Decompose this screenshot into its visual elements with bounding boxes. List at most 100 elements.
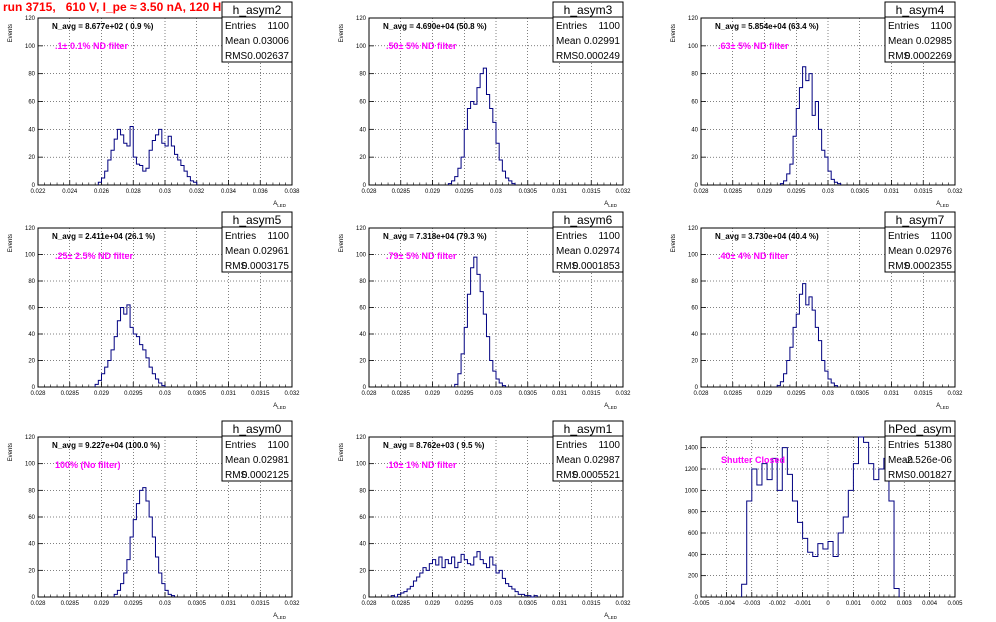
y-tick-label: 40 [28, 127, 35, 133]
histogram-series [779, 66, 842, 185]
stats-box: h_asym2 Entries 1100 Mean 0.03006 RMS 0.002637 [221, 1, 293, 63]
navg-annotation: N_avg = 7.318e+04 (79.3 %) [383, 232, 487, 241]
x-tick-label: 0.032 [615, 189, 631, 195]
y-tick-label: 20 [359, 155, 366, 161]
stats-title: h_asym1 [564, 422, 613, 436]
y-tick-label: 80 [691, 279, 698, 285]
stats-label: Mean [888, 36, 913, 47]
x-tick-label: 0.024 [62, 189, 78, 195]
x-tick-label: 0.0285 [392, 391, 411, 397]
y-tick-label: 80 [28, 72, 35, 78]
histogram-series [741, 436, 900, 597]
x-tick-label: 0.0285 [61, 601, 80, 607]
x-tick-label: 0.001 [846, 601, 862, 607]
x-tick-label: 0.029 [94, 391, 110, 397]
x-axis-title: ALED [604, 613, 618, 620]
y-tick-label: 60 [28, 306, 35, 312]
stats-value: -2.526e-06 [904, 455, 953, 466]
stats-value: 0.002637 [247, 51, 289, 62]
x-tick-label: 0.0315 [582, 601, 601, 607]
x-tick-label: 0 [826, 601, 830, 607]
y-tick-label: 80 [28, 279, 35, 285]
y-tick-label: 120 [688, 226, 699, 232]
x-tick-label: 0.0315 [251, 601, 270, 607]
stats-value: 1100 [930, 231, 952, 242]
stats-label: Entries [888, 21, 919, 32]
y-tick-label: 40 [691, 332, 698, 338]
y-tick-label: 80 [691, 72, 698, 78]
stats-value: 51380 [924, 440, 952, 451]
histogram-series [447, 67, 516, 185]
stats-label: RMS [225, 470, 248, 481]
x-tick-label: 0.028 [30, 601, 46, 607]
x-tick-label: 0.002 [871, 601, 887, 607]
stats-value: 1100 [930, 21, 952, 32]
y-tick-label: 100 [688, 253, 699, 259]
y-tick-label: 20 [691, 359, 698, 365]
y-tick-label: 80 [359, 488, 366, 494]
histogram-panel-h_asym5: 0.028 0.0285 0.029 0.0295 0.03 0.0305 0.031 0.0… [8, 211, 300, 410]
x-tick-label: 0.029 [425, 601, 441, 607]
stats-value: 0.02961 [253, 246, 290, 257]
x-tick-label: 0.005 [947, 601, 963, 607]
stats-label: Mean [556, 36, 581, 47]
x-tick-label: 0.036 [253, 189, 269, 195]
x-axis-title: ALED [936, 403, 950, 410]
y-tick-label: 40 [28, 542, 35, 548]
x-tick-label: 0.03 [159, 601, 171, 607]
y-tick-label: 120 [356, 435, 367, 441]
histogram-panel-h_asym2: 0.022 0.024 0.026 0.028 0.03 0.032 0.034 0.036 0… [8, 1, 300, 208]
histogram-series [454, 256, 507, 387]
x-tick-label: 0.028 [361, 189, 377, 195]
x-tick-label: 0.0295 [787, 391, 806, 397]
navg-annotation: N_avg = 8.677e+02 ( 0.9 %) [52, 22, 154, 31]
filter-label: Shutter Closed [721, 455, 785, 465]
y-axis-title: Events [8, 234, 14, 252]
x-tick-label: 0.0305 [188, 601, 207, 607]
stats-value: 0.02985 [916, 36, 953, 47]
stats-value: 1100 [598, 21, 620, 32]
y-tick-label: 60 [359, 515, 366, 521]
y-tick-label: 120 [25, 435, 36, 441]
histogram-series [776, 283, 839, 387]
x-tick-label: 0.032 [615, 391, 631, 397]
stats-label: Entries [225, 440, 256, 451]
y-tick-label: 60 [28, 100, 35, 106]
y-tick-label: 20 [28, 359, 35, 365]
y-tick-label: 100 [356, 44, 367, 50]
stats-label: Entries [225, 21, 256, 32]
x-tick-label: -0.001 [794, 601, 812, 607]
y-tick-label: 80 [359, 279, 366, 285]
x-tick-label: 0.0285 [392, 601, 411, 607]
y-tick-label: 60 [28, 515, 35, 521]
x-tick-label: 0.0315 [914, 391, 933, 397]
x-tick-label: 0.0295 [455, 391, 474, 397]
navg-annotation: N_avg = 8.762e+03 ( 9.5 %) [383, 441, 485, 450]
histogram-panel-h_asym0: 0.028 0.0285 0.029 0.0295 0.03 0.0305 0.031 0.0… [8, 420, 300, 620]
stats-title: h_asym0 [233, 422, 282, 436]
y-tick-label: 40 [359, 542, 366, 548]
navg-annotation: N_avg = 3.730e+04 (40.4 %) [715, 232, 819, 241]
x-tick-label: 0.0285 [724, 189, 743, 195]
y-tick-label: 40 [691, 127, 698, 133]
y-tick-label: 1200 [685, 467, 699, 473]
x-tick-label: 0.0315 [914, 189, 933, 195]
stats-value: 0.02976 [916, 246, 953, 257]
stats-value: 0.0001853 [573, 261, 621, 272]
histogram-panel-h_asym1: 0.028 0.0285 0.029 0.0295 0.03 0.0305 0.031 0.0… [339, 420, 631, 620]
x-tick-label: 0.032 [615, 601, 631, 607]
y-axis-title: Events [8, 24, 14, 42]
x-tick-label: 0.029 [94, 601, 110, 607]
stats-label: Mean [225, 246, 250, 257]
stats-title: h_asym2 [233, 3, 282, 17]
y-tick-label: 20 [691, 155, 698, 161]
x-tick-label: 0.031 [552, 189, 568, 195]
stats-label: Entries [556, 21, 587, 32]
y-tick-label: 120 [356, 16, 367, 22]
y-tick-label: 100 [356, 462, 367, 468]
stats-box: h_asym4 Entries 1100 Mean 0.02985 RMS0.000226… [884, 1, 956, 63]
stats-value: 1100 [267, 21, 289, 32]
navg-annotation: N_avg = 5.854e+04 (63.4 %) [715, 22, 819, 31]
stats-label: Mean [225, 455, 250, 466]
x-tick-label: 0.028 [693, 189, 709, 195]
